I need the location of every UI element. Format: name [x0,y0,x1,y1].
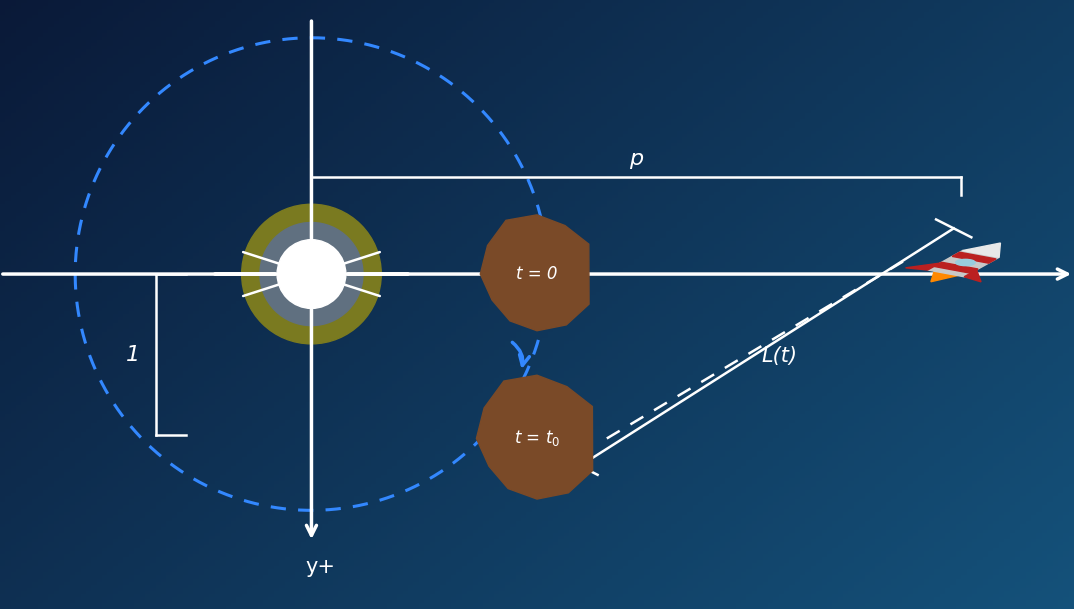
Polygon shape [928,250,999,276]
Ellipse shape [956,259,975,266]
Polygon shape [480,215,589,331]
Polygon shape [964,270,981,282]
Text: y+: y+ [305,557,335,577]
Polygon shape [962,243,1001,257]
Polygon shape [931,271,958,282]
Text: 1: 1 [126,345,140,365]
Text: t = t$_0$: t = t$_0$ [513,429,561,448]
Text: p: p [629,149,643,169]
Ellipse shape [277,240,346,308]
Ellipse shape [242,204,381,344]
Ellipse shape [260,222,363,326]
Polygon shape [934,262,978,273]
Text: t = 0: t = 0 [517,265,557,283]
Polygon shape [477,375,593,499]
Polygon shape [905,263,940,270]
Polygon shape [953,252,996,263]
Text: L(t): L(t) [761,346,798,366]
